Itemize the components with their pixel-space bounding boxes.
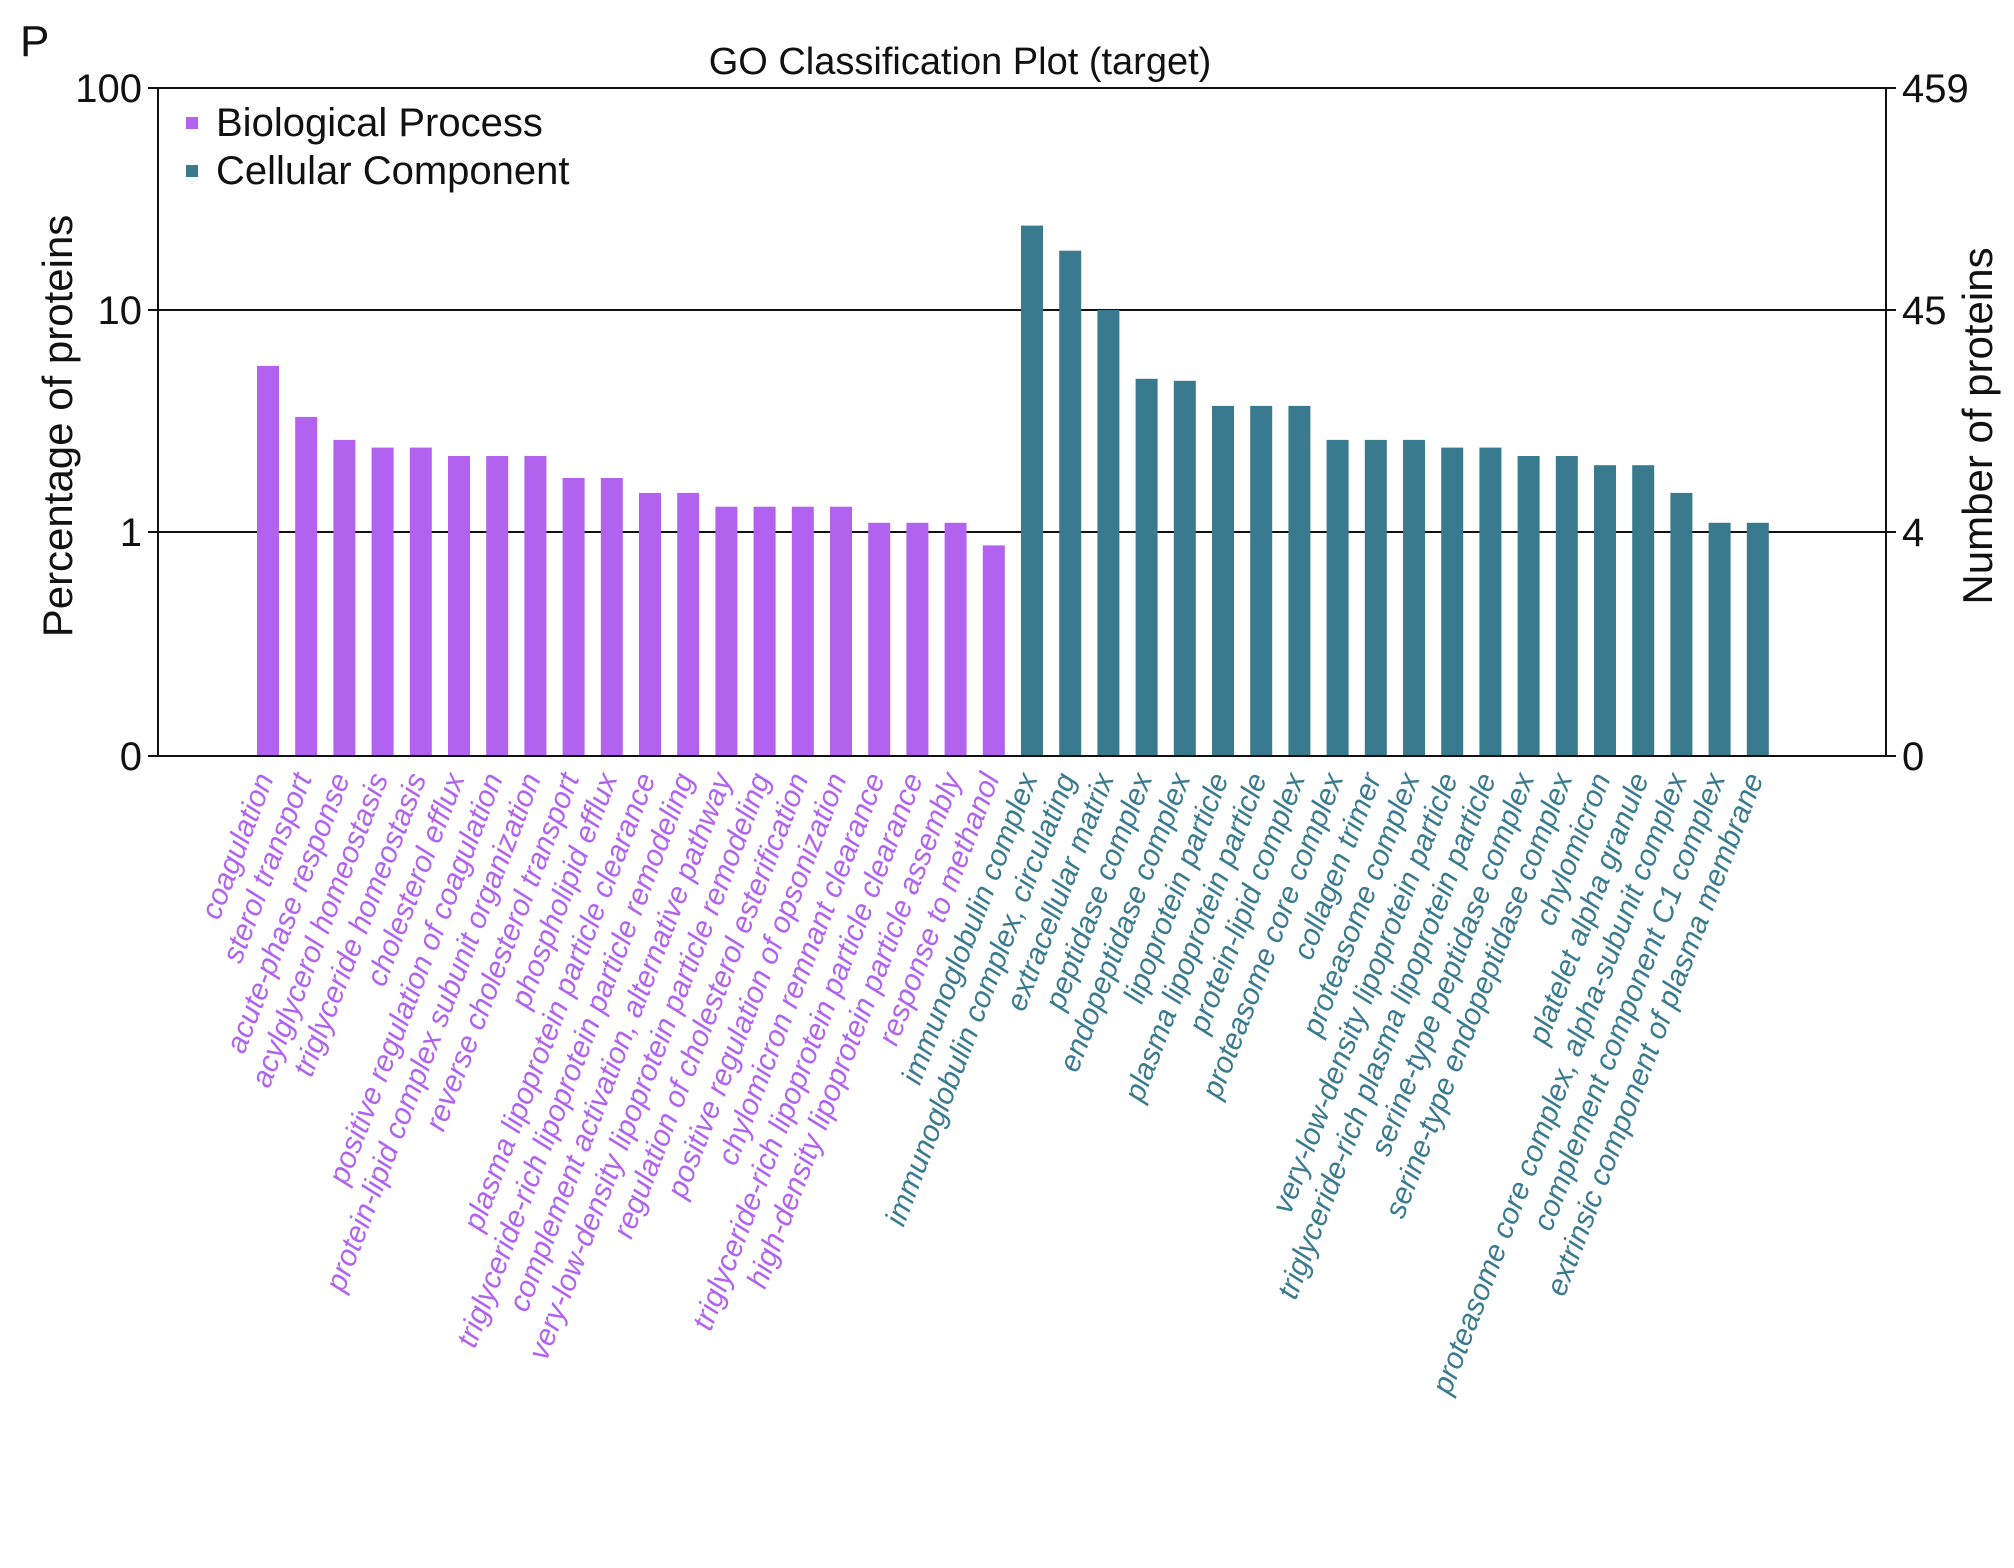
y-tick-label-left: 10 xyxy=(98,289,143,333)
bar-biological-process xyxy=(562,478,585,756)
legend-label-cellular-component: Cellular Component xyxy=(216,149,570,193)
y-tick-label-left: 1 xyxy=(120,511,142,555)
y-axis-title-left: Percentage of proteins xyxy=(34,215,81,638)
legend: Biological Process Cellular Component xyxy=(186,101,570,193)
plot-frame xyxy=(157,87,1887,757)
bar-biological-process xyxy=(944,522,967,756)
bar-cellular-component xyxy=(1021,225,1043,757)
y-tick-label-right: 45 xyxy=(1902,289,1947,333)
bar-cellular-component xyxy=(1517,456,1540,756)
chart-title: GO Classification Plot (target) xyxy=(709,41,1212,83)
bars xyxy=(257,225,1769,757)
bar-cellular-component xyxy=(1212,405,1234,756)
bar-biological-process xyxy=(333,439,356,756)
bar-cellular-component xyxy=(1708,522,1731,756)
legend-swatch-biological-process xyxy=(186,117,198,129)
y-tick-label-left: 0 xyxy=(120,735,142,779)
y-tick-label-right: 459 xyxy=(1902,67,1969,111)
bar-biological-process xyxy=(371,447,394,756)
bar-biological-process xyxy=(677,492,700,756)
bar-cellular-component xyxy=(1746,522,1769,756)
bar-cellular-component xyxy=(1594,465,1616,756)
bar-cellular-component xyxy=(1670,492,1693,756)
bar-cellular-component xyxy=(1326,439,1349,756)
panel-letter: P xyxy=(20,17,49,66)
bar-biological-process xyxy=(486,456,509,756)
bar-cellular-component xyxy=(1364,439,1387,756)
bar-cellular-component xyxy=(1135,378,1158,756)
bar-biological-process xyxy=(830,506,852,756)
legend-swatch-cellular-component xyxy=(186,165,198,177)
bar-cellular-component xyxy=(1097,310,1120,756)
bar-biological-process xyxy=(524,456,547,756)
bar-biological-process xyxy=(982,545,1005,756)
bar-biological-process xyxy=(906,522,929,756)
bar-cellular-component xyxy=(1555,456,1578,756)
bar-cellular-component xyxy=(1403,439,1425,756)
bar-biological-process xyxy=(600,478,623,756)
bar-biological-process xyxy=(639,492,661,756)
bar-cellular-component xyxy=(1250,405,1273,756)
bar-biological-process xyxy=(791,506,814,756)
y-tick-label-right: 4 xyxy=(1902,511,1924,555)
legend-label-biological-process: Biological Process xyxy=(216,101,543,145)
bar-cellular-component xyxy=(1288,405,1311,756)
bar-biological-process xyxy=(295,416,318,756)
bar-cellular-component xyxy=(1059,250,1082,756)
bar-cellular-component xyxy=(1632,465,1655,756)
y-tick-label-left: 100 xyxy=(75,67,142,111)
bar-biological-process xyxy=(868,522,891,756)
bar-biological-process xyxy=(753,506,776,756)
bar-biological-process xyxy=(257,365,279,756)
bar-cellular-component xyxy=(1441,447,1464,756)
bar-cellular-component xyxy=(1173,380,1196,756)
bar-biological-process xyxy=(409,447,432,756)
y-axis-title-right: Number of proteins xyxy=(1954,247,2001,604)
bar-cellular-component xyxy=(1479,447,1502,756)
y-tick-label-right: 0 xyxy=(1902,735,1924,779)
bar-biological-process xyxy=(715,506,738,756)
bar-biological-process xyxy=(448,456,470,756)
